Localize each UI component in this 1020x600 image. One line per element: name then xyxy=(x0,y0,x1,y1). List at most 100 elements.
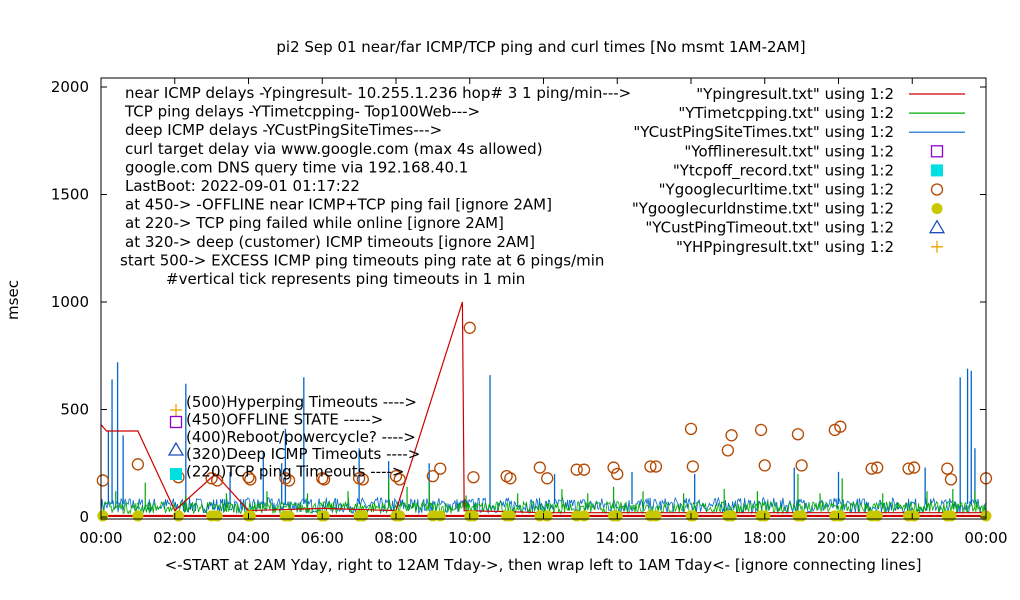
x-tick-label-8: 16:00 xyxy=(669,529,712,547)
curl-time-point-33 xyxy=(754,423,768,437)
curl-time-point-41 xyxy=(902,462,915,475)
note-line-1: TCP ping delays -YTimetcpping- Top100Web… xyxy=(124,103,480,121)
level-label-4: (220)TCP ping Timeouts ----> xyxy=(186,463,404,481)
legend: "Ypingresult.txt" using 1:2"YTimetcpping… xyxy=(632,85,965,256)
x-tick-label-5: 10:00 xyxy=(448,529,491,547)
curl-time-point-34 xyxy=(758,459,771,472)
x-tick-label-2: 04:00 xyxy=(227,529,270,547)
dns-time-point-10 xyxy=(318,510,330,522)
curl-time-point-20 xyxy=(504,472,517,485)
legend-label-3: "Yofflineresult.txt" using 1:2 xyxy=(684,142,894,160)
level-label-3: (320)Deep ICMP Timeouts ----> xyxy=(186,445,420,463)
legend-label-6: "Ygooglecurldnstime.txt" using 1:2 xyxy=(632,200,894,218)
x-tick-label-0: 00:00 xyxy=(79,529,122,547)
dns-time-point-1 xyxy=(132,510,144,522)
dns-time-point-20 xyxy=(504,510,516,522)
legend-label-5: "Ygooglecurltime.txt" using 1:2 xyxy=(659,181,894,199)
y-axis-label: msec xyxy=(4,280,22,320)
y-tick-label-2: 1000 xyxy=(51,293,89,311)
curl-time-point-36 xyxy=(795,459,808,472)
curl-time-point-26 xyxy=(611,467,624,481)
dns-time-point-12 xyxy=(357,510,369,522)
legend-label-8: "YHPpingresult.txt" using 1:2 xyxy=(676,238,894,256)
legend-key-7 xyxy=(928,219,946,234)
curl-time-point-24 xyxy=(577,463,591,476)
curl-time-point-25 xyxy=(607,461,620,474)
legend-key-6 xyxy=(931,203,943,215)
dns-time-point-28 xyxy=(650,510,662,522)
curl-time-point-23 xyxy=(570,463,583,476)
note-line-2: deep ICMP delays -YCustPingSiteTimes---> xyxy=(125,121,442,139)
curl-time-point-10 xyxy=(317,473,331,486)
y-tick-label-1: 500 xyxy=(60,401,89,419)
dns-time-point-32 xyxy=(726,510,738,522)
curl-time-point-1 xyxy=(131,458,145,471)
curl-time-point-35 xyxy=(791,428,805,441)
curl-time-point-40 xyxy=(871,461,884,474)
dns-time-point-38 xyxy=(834,510,846,522)
dns-time-point-24 xyxy=(578,510,590,522)
legend-key-5 xyxy=(930,183,944,196)
dns-time-point-4 xyxy=(211,510,223,522)
series-near-icmp-line xyxy=(100,301,986,514)
x-tick-label-9: 18:00 xyxy=(743,529,786,547)
curl-time-point-6 xyxy=(244,473,257,486)
y-tick-label-0: 0 xyxy=(79,508,89,526)
curl-time-point-4 xyxy=(211,474,224,487)
legend-key-3 xyxy=(930,145,944,158)
note-line-7: at 220-> TCP ping failed while online [i… xyxy=(125,214,504,232)
note-line-4: google.com DNS query time via 192.168.40… xyxy=(125,158,468,176)
curl-time-point-30 xyxy=(686,460,699,473)
legend-label-7: "YCustPingTimeout.txt" using 1:2 xyxy=(645,219,894,237)
curl-time-point-31 xyxy=(721,444,735,457)
note-line-0: near ICMP delays -Ypingresult- 10.255.1.… xyxy=(125,84,631,102)
curl-time-point-44 xyxy=(944,473,958,486)
x-tick-label-3: 06:00 xyxy=(301,529,344,547)
note-line-6: at 450-> -OFFLINE near ICMP+TCP ping fai… xyxy=(125,196,552,214)
curl-time-point-14 xyxy=(393,473,406,486)
legend-label-1: "YTimetcpping.txt" using 1:2 xyxy=(678,104,894,122)
note-line-8: at 320-> deep (customer) ICMP timeouts [… xyxy=(125,233,535,251)
dns-time-point-30 xyxy=(687,510,699,522)
curl-time-point-21 xyxy=(533,461,546,474)
dns-time-point-42 xyxy=(908,510,920,522)
x-tick-label-7: 14:00 xyxy=(596,529,639,547)
legend-key-8 xyxy=(931,240,943,253)
curl-time-point-17 xyxy=(463,321,476,334)
curl-time-point-42 xyxy=(907,461,921,474)
level-marker-0 xyxy=(170,404,182,416)
curl-time-point-12 xyxy=(356,473,369,486)
annotation-notes: near ICMP delays -Ypingresult- 10.255.1.… xyxy=(120,84,631,288)
note-line-9: start 500-> EXCESS ICMP ping timeouts pi… xyxy=(120,251,604,269)
chart-title: pi2 Sep 01 near/far ICMP/TCP ping and cu… xyxy=(276,38,805,56)
curl-time-point-22 xyxy=(541,472,554,485)
curl-time-point-29 xyxy=(684,422,698,436)
dns-time-point-8 xyxy=(283,510,295,522)
x-axis-label: <-START at 2AM Yday, right to 12AM Tday-… xyxy=(165,556,922,574)
x-tick-label-10: 20:00 xyxy=(817,529,860,547)
curl-time-point-43 xyxy=(941,462,954,475)
dns-time-point-36 xyxy=(796,510,808,522)
level-label-0: (500)Hyperping Timeouts ----> xyxy=(186,393,417,411)
legend-label-4: "Ytcpoff_record.txt" using 1:2 xyxy=(673,161,894,180)
dns-time-point-0 xyxy=(97,510,109,522)
curl-time-point-16 xyxy=(434,462,447,475)
curl-time-point-18 xyxy=(467,471,480,484)
x-tick-label-11: 22:00 xyxy=(891,529,934,547)
dns-time-point-16 xyxy=(434,510,446,522)
dns-time-point-44 xyxy=(945,510,957,522)
level-marker-1 xyxy=(169,415,183,429)
curl-time-point-39 xyxy=(865,462,878,475)
level-label-2: (400)Reboot/powercycle? ----> xyxy=(186,428,416,446)
note-line-10: #vertical tick represents ping timeouts … xyxy=(166,270,525,288)
x-tick-label-1: 02:00 xyxy=(153,529,196,547)
y-tick-label-3: 1500 xyxy=(51,186,89,204)
level-label-1: (450)OFFLINE STATE -----> xyxy=(186,410,383,428)
curl-time-point-38 xyxy=(834,420,847,433)
y-tick-label-4: 2000 xyxy=(51,78,89,96)
level-marker-3 xyxy=(170,468,182,480)
dns-time-point-40 xyxy=(871,510,883,522)
note-line-5: LastBoot: 2022-09-01 01:17:22 xyxy=(125,177,360,195)
curl-time-point-3 xyxy=(205,472,218,485)
level-marker-2 xyxy=(167,441,185,456)
